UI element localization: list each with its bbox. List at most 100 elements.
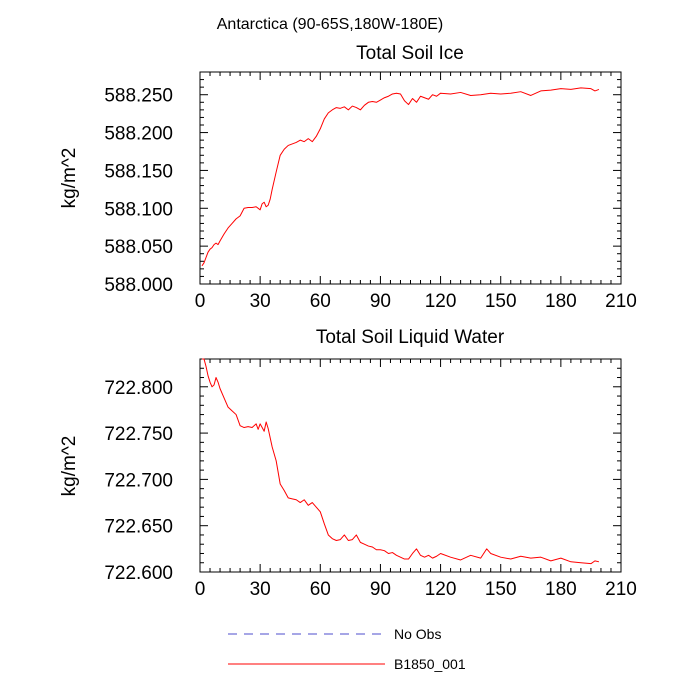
data-point-p0 [300,140,301,141]
marks-soil-liquid-water [202,358,600,565]
data-point-p1 [272,446,273,447]
data-point-p1 [412,553,413,554]
data-point-p0 [368,102,369,103]
data-point-p1 [312,502,313,503]
data-point-p1 [470,555,471,556]
data-point-p0 [228,227,229,228]
data-point-p0 [360,109,361,110]
data-point-p1 [300,502,301,503]
ticks-soil-ice: 0 30 60 90 120 150 180 210 588.000 588.050 588.100… [104,71,637,312]
data-point-p0 [500,93,501,94]
data-point-p1 [208,375,209,376]
data-point-p0 [210,249,211,250]
data-point-p1 [276,460,277,461]
data-point-p1 [214,384,215,385]
data-point-p1 [436,556,437,557]
data-point-p1 [228,407,229,408]
data-point-p0 [560,88,561,89]
data-point-p1 [268,428,269,429]
data-point-p0 [400,93,401,94]
panel-total-soil-ice: Total Soil Ice kg/m^2 0 30 60 90 120 150 180 21… [59,43,637,312]
data-point-p1 [258,429,259,430]
data-point-p0 [260,209,261,210]
data-point-p1 [594,560,595,561]
data-point-p1 [392,552,393,553]
data-point-p0 [404,100,405,101]
y-tick-label-p1: 722.600 [104,563,173,584]
data-point-p1 [408,559,409,560]
data-point-p0 [510,93,511,94]
legend-label-b1850-001: B1850_001 [394,656,466,672]
data-point-p1 [520,556,521,557]
data-point-p0 [570,89,571,90]
data-point-p0 [324,118,325,119]
plot-frame-soil-liquid-water [199,358,622,573]
y-axis-label-soil-liquid-water: kg/m^2 [59,436,80,497]
x-tick-label-p1: 0 [195,579,206,600]
data-point-p0 [520,91,521,92]
data-point-p1 [256,423,257,424]
data-point-p1 [232,410,233,411]
chart-title-soil-ice: Total Soil Ice [356,43,464,64]
data-point-p1 [384,550,385,551]
marks-soil-ice [201,87,600,267]
data-point-p1 [500,557,501,558]
x-tick-label-p1: 90 [370,579,391,600]
data-point-p1 [490,553,491,554]
data-point-p1 [428,555,429,556]
data-point-p0 [264,202,265,203]
x-tick-label-p0: 90 [370,291,391,312]
data-point-p0 [364,105,365,106]
data-point-p0 [206,257,207,258]
data-point-p1 [304,499,305,500]
data-point-p1 [440,553,441,554]
data-point-p1 [224,397,225,398]
data-point-p1 [204,359,205,360]
data-point-p0 [388,96,389,97]
data-point-p0 [218,244,219,245]
data-point-p1 [560,558,561,559]
figure-title: Antarctica (90-65S,180W-180E) [217,16,443,33]
data-point-p0 [490,93,491,94]
data-point-p0 [212,247,213,248]
data-point-p0 [292,143,293,144]
legend: No Obs B1850_001 [228,626,466,672]
plot-frame-soil-ice [199,71,622,285]
data-point-p1 [216,377,217,378]
data-point-p1 [210,382,211,383]
y-tick-label-p0: 588.150 [104,161,173,182]
data-point-p0 [420,96,421,97]
data-point-p0 [272,189,273,190]
ticks-soil-liquid-water: 0 30 60 90 120 150 180 210 722.600 722.650 722.700… [104,358,637,600]
data-point-p0 [550,90,551,91]
data-point-p0 [252,207,253,208]
data-point-p1 [404,559,405,560]
data-point-p0 [540,90,541,91]
x-tick-label-p1: 30 [250,579,271,600]
data-point-p1 [218,382,219,383]
data-point-p0 [530,95,531,96]
data-point-p1 [262,427,263,428]
data-point-p0 [236,218,237,219]
data-point-p0 [408,104,409,105]
data-point-p1 [344,534,345,535]
data-point-p0 [340,108,341,109]
x-tick-label-p0: 0 [195,291,206,312]
data-point-p0 [590,88,591,89]
data-point-p0 [580,87,581,88]
data-point-p0 [594,90,595,91]
data-point-p0 [284,149,285,150]
data-point-p1 [510,559,511,560]
data-point-p1 [288,497,289,498]
data-point-p1 [240,425,241,426]
data-point-p0 [450,93,451,94]
x-tick-label-p1: 150 [485,579,517,600]
data-point-p1 [580,562,581,563]
data-point-p0 [316,136,317,137]
data-point-p0 [436,96,437,97]
data-point-p1 [376,549,377,550]
data-point-p1 [206,366,207,367]
data-point-p0 [312,141,313,142]
data-point-p1 [220,388,221,389]
